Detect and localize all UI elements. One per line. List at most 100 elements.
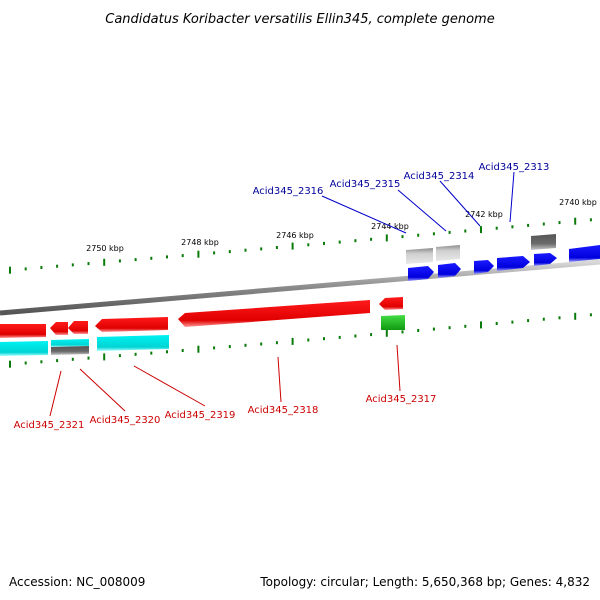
gene-cds-forward[interactable] — [534, 253, 557, 266]
tick-mark-major — [574, 312, 577, 320]
tick-mark-minor — [323, 241, 325, 245]
tick-mark-major — [103, 353, 106, 361]
tick-mark-minor — [134, 258, 137, 262]
tick-mark-minor — [275, 341, 278, 345]
map-title: Candidatus Koribacter versatilis Ellin34… — [105, 12, 494, 27]
tick-mark-minor — [40, 360, 43, 364]
kbp-labels: 2750 kbp 2748 kbp 2746 kbp 2744 kbp 2742… — [86, 198, 597, 253]
tick-mark-minor — [495, 226, 498, 230]
tick-mark-minor — [71, 357, 74, 361]
accession-text: Accession: NC_008009 — [9, 575, 145, 589]
gene-label[interactable]: Acid345_2315 — [330, 179, 401, 190]
tick-mark-minor — [40, 266, 43, 269]
tick-mark-minor — [448, 326, 451, 330]
leader-line — [79, 368, 126, 412]
gene-feature[interactable] — [0, 341, 48, 356]
tick-mark-minor — [558, 316, 561, 320]
gene-labels-top: Acid345_2316 Acid345_2315 Acid345_2314 A… — [253, 162, 550, 197]
tick-mark-minor — [118, 354, 121, 358]
gene-label[interactable]: Acid345_2316 — [253, 186, 324, 197]
tick-mark-minor — [511, 320, 514, 324]
kbp-label: 2746 kbp — [276, 231, 314, 240]
tick-mark-major — [291, 242, 294, 250]
gene-feature[interactable] — [436, 245, 460, 261]
tick-mark-minor — [24, 267, 27, 271]
tick-mark-major — [385, 234, 388, 242]
leader-line — [396, 344, 401, 392]
gene-cds-forward[interactable] — [438, 263, 461, 278]
tick-mark-major — [9, 360, 11, 368]
tick-mark-minor — [118, 259, 121, 263]
tick-mark-major — [574, 217, 577, 225]
gene-label[interactable]: Acid345_2318 — [248, 405, 319, 416]
genome-backbone — [0, 259, 600, 316]
tick-mark-minor — [87, 356, 90, 360]
tick-mark-major — [480, 226, 482, 234]
gene-cds-reverse[interactable] — [178, 300, 370, 327]
leader-line — [397, 189, 447, 232]
gene-feature[interactable] — [51, 339, 89, 347]
tick-mark-minor — [56, 359, 59, 363]
gene-cds-forward[interactable] — [497, 256, 530, 271]
tick-mark-minor — [260, 342, 263, 346]
tick-mark-major — [385, 329, 388, 337]
tick-mark-minor — [448, 230, 451, 234]
leader-line — [321, 195, 407, 234]
gene-cds-reverse[interactable] — [50, 322, 68, 335]
tick-mark-minor — [495, 322, 498, 325]
leader-line — [277, 356, 282, 403]
tick-mark-minor — [370, 333, 373, 337]
tick-mark-minor — [307, 338, 310, 342]
rna-feature[interactable] — [381, 315, 405, 330]
tick-mark-minor — [24, 361, 27, 365]
gene-cds-forward[interactable] — [474, 260, 494, 274]
kbp-label: 2750 kbp — [86, 244, 124, 253]
gene-feature[interactable] — [406, 248, 433, 264]
forward-strand-features — [406, 234, 600, 281]
tick-mark-major — [480, 321, 482, 329]
gene-label[interactable]: Acid345_2321 — [14, 420, 85, 431]
gene-feature[interactable] — [97, 335, 169, 351]
gene-label[interactable]: Acid345_2317 — [366, 394, 437, 405]
gene-cds-forward[interactable] — [569, 245, 600, 262]
leader-line — [509, 171, 515, 223]
gene-feature[interactable] — [51, 346, 89, 355]
gene-labels-bottom: Acid345_2321 Acid345_2320 Acid345_2319 A… — [14, 394, 437, 431]
gene-cds-reverse[interactable] — [0, 324, 46, 338]
gene-feature[interactable] — [531, 234, 556, 250]
gene-cds-reverse[interactable] — [379, 297, 403, 310]
tick-mark-minor — [464, 324, 467, 328]
tick-mark-minor — [244, 343, 247, 347]
gene-label[interactable]: Acid345_2319 — [165, 410, 236, 421]
gene-label[interactable]: Acid345_2320 — [90, 415, 161, 426]
tick-row-reverse — [9, 312, 592, 368]
tick-mark-minor — [338, 240, 341, 244]
tick-mark-minor — [558, 221, 561, 225]
tick-mark-minor — [401, 235, 404, 239]
gene-cds-forward[interactable] — [408, 266, 434, 281]
tick-mark-minor — [213, 346, 216, 350]
tick-mark-minor — [307, 243, 310, 247]
tick-mark-major — [291, 337, 294, 345]
label-leaders — [49, 171, 515, 417]
tick-mark-minor — [228, 250, 231, 254]
tick-mark-minor — [87, 262, 90, 266]
tick-mark-minor — [527, 223, 530, 227]
kbp-label: 2748 kbp — [181, 238, 219, 247]
tick-mark-minor — [275, 246, 278, 249]
tick-mark-minor — [213, 251, 216, 255]
tick-mark-minor — [527, 319, 530, 323]
tick-mark-minor — [228, 345, 231, 349]
reverse-strand-features — [0, 297, 405, 356]
tick-mark-minor — [338, 335, 341, 339]
gene-label[interactable]: Acid345_2314 — [404, 171, 475, 182]
tick-mark-minor — [589, 313, 592, 317]
tick-mark-minor — [432, 327, 435, 331]
genome-summary-text: Topology: circular; Length: 5,650,368 bp… — [259, 575, 590, 589]
tick-mark-minor — [417, 233, 420, 237]
tick-mark-minor — [589, 218, 592, 222]
gene-cds-reverse[interactable] — [95, 317, 168, 332]
gene-cds-reverse[interactable] — [68, 321, 88, 334]
gene-label[interactable]: Acid345_2313 — [479, 162, 550, 173]
